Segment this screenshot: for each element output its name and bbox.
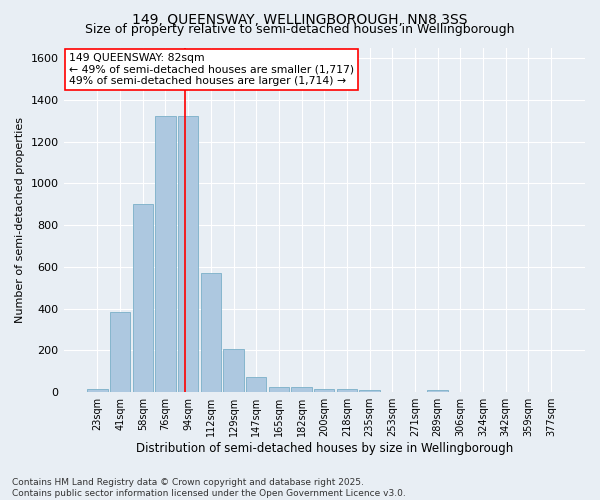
Bar (246, 376, 266, 392)
Text: 149 QUEENSWAY: 82sqm
← 49% of semi-detached houses are smaller (1,717)
49% of se: 149 QUEENSWAY: 82sqm ← 49% of semi-detac… (69, 53, 354, 86)
Bar (223, 350, 244, 392)
Bar (200, 273, 221, 392)
Bar (178, 116, 199, 392)
Text: Contains HM Land Registry data © Crown copyright and database right 2025.
Contai: Contains HM Land Registry data © Crown c… (12, 478, 406, 498)
Text: 149, QUEENSWAY, WELLINGBOROUGH, NN8 3SS: 149, QUEENSWAY, WELLINGBOROUGH, NN8 3SS (132, 12, 468, 26)
X-axis label: Distribution of semi-detached houses by size in Wellingborough: Distribution of semi-detached houses by … (136, 442, 513, 455)
Bar (359, 390, 380, 392)
Bar (155, 116, 176, 392)
Bar (314, 389, 334, 392)
Bar (87, 389, 107, 392)
Bar (427, 390, 448, 392)
Y-axis label: Number of semi-detached properties: Number of semi-detached properties (15, 117, 25, 323)
Bar (269, 387, 289, 392)
Text: Size of property relative to semi-detached houses in Wellingborough: Size of property relative to semi-detach… (85, 22, 515, 36)
Bar (133, 204, 153, 392)
Bar (337, 389, 357, 392)
Bar (292, 387, 312, 392)
Bar (110, 312, 130, 392)
